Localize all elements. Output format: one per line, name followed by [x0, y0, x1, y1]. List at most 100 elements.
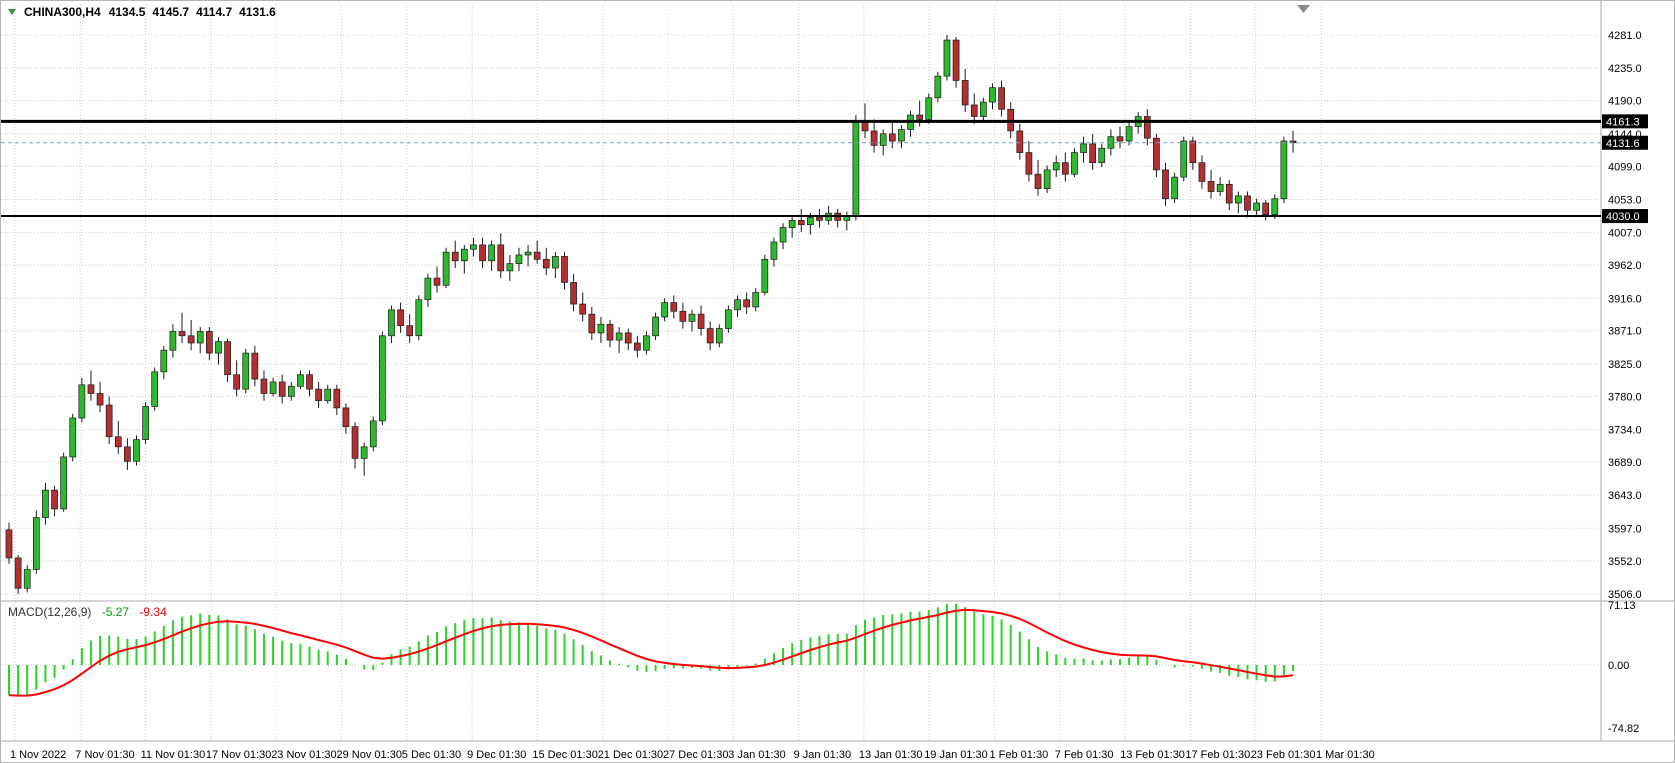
candle-body — [697, 313, 705, 329]
time-axis-label: 17 Feb 01:30 — [1185, 749, 1250, 761]
time-axis-label: 5 Dec 01:30 — [402, 749, 461, 761]
candle-body — [1262, 202, 1270, 215]
candle-body — [424, 277, 432, 301]
price-axis-label: 4007.0 — [1608, 228, 1642, 240]
candle-body — [1089, 143, 1097, 164]
candle-body — [1244, 195, 1251, 211]
candle-body — [269, 381, 277, 394]
candle-body — [898, 129, 905, 142]
price-axis-label: 4281.0 — [1608, 30, 1642, 42]
candle-body — [169, 331, 177, 351]
time-axis-label: 7 Nov 01:30 — [75, 749, 134, 761]
time-axis-label: 13 Feb 01:30 — [1120, 749, 1185, 761]
candle-body — [1153, 137, 1160, 171]
candle-body — [943, 39, 951, 77]
macd-main-value: -5.27 — [101, 605, 130, 619]
candle-body — [734, 299, 741, 311]
candle-body — [879, 133, 887, 146]
current-price-badge-label: 4131.6 — [1606, 138, 1640, 150]
ohlc-quote-group: 4134.5 4145.7 4114.7 4131.6 — [109, 5, 276, 19]
candle-body — [861, 121, 869, 132]
time-axis-label: 27 Dec 01:30 — [663, 749, 728, 761]
candle-body — [114, 436, 122, 448]
candle-body — [5, 529, 13, 559]
macd-signal-value: -9.34 — [139, 605, 167, 619]
candle-body — [1271, 198, 1279, 215]
chart-info-bar: CHINA300,H4 4134.5 4145.7 4114.7 4131.6 — [8, 5, 276, 19]
candle-body — [1143, 116, 1151, 139]
candle-body — [1180, 140, 1188, 178]
price-axis-label: 3552.0 — [1608, 556, 1642, 568]
candle-body — [1235, 195, 1242, 204]
candle-body — [506, 263, 514, 272]
candle-body — [1125, 126, 1133, 142]
candle-body — [242, 352, 250, 390]
candle-body — [552, 256, 559, 269]
candle-body — [597, 323, 605, 334]
candle-body — [779, 227, 787, 243]
candle-body — [1189, 140, 1197, 164]
price-axis-label: 4099.0 — [1608, 161, 1642, 173]
level-price-badge — [1602, 114, 1648, 129]
candle-body — [533, 251, 541, 260]
symbol-timeframe-label: CHINA300,H4 — [24, 5, 101, 19]
candle-body — [770, 241, 778, 260]
candle-body — [579, 303, 587, 315]
candle-body — [297, 374, 304, 387]
candle-body — [51, 489, 58, 510]
candle-body — [105, 404, 113, 438]
price-axis-label: 4235.0 — [1608, 63, 1642, 75]
candle-body — [142, 406, 149, 440]
candle-body — [178, 331, 186, 337]
candle-body — [260, 378, 268, 394]
candle-body — [706, 328, 714, 344]
macd-signal-line — [8, 608, 1294, 697]
time-axis-label: 13 Jan 01:30 — [859, 749, 923, 761]
candle-body — [588, 313, 596, 334]
candle-body — [606, 323, 614, 341]
candle-body — [916, 114, 923, 120]
candle-body — [1034, 173, 1042, 189]
candle-body — [515, 254, 523, 264]
candle-body — [278, 381, 286, 397]
candle-body — [652, 316, 659, 337]
candle-body — [233, 374, 241, 390]
price-axis-label: 4053.0 — [1608, 194, 1642, 206]
candle-body — [397, 309, 404, 327]
symbol-menu-dropdown-icon[interactable] — [8, 9, 16, 15]
candle-body — [925, 97, 933, 120]
candle-body — [415, 299, 423, 337]
candle-body — [124, 446, 131, 462]
level-price-badge-label: 4030.0 — [1606, 211, 1640, 223]
candle-body — [87, 384, 95, 394]
candle-body — [1071, 152, 1078, 175]
candle-body — [160, 349, 168, 373]
candle-body — [488, 244, 495, 262]
candle-body — [451, 251, 459, 262]
candle-body — [360, 446, 368, 459]
price-axis-label: 3734.0 — [1608, 425, 1642, 437]
price-axis-label: 3916.0 — [1608, 293, 1642, 305]
candle-body — [187, 335, 195, 344]
candle-body — [989, 87, 996, 103]
candle-body — [205, 331, 213, 354]
price-axis-label: 3689.0 — [1608, 457, 1642, 469]
candle-body — [369, 420, 377, 448]
time-axis-label: 23 Feb 01:30 — [1251, 749, 1316, 761]
chart-shift-marker-icon[interactable] — [1297, 5, 1310, 13]
price-axis-label: 3597.0 — [1608, 523, 1642, 535]
time-axis-label: 19 Jan 01:30 — [924, 749, 988, 761]
price-axis-label: 3643.0 — [1608, 490, 1642, 502]
candle-body — [1043, 169, 1051, 189]
candle-body — [788, 220, 796, 228]
candle-body — [497, 244, 505, 272]
candle-body — [797, 220, 805, 226]
candle-body — [715, 328, 723, 344]
candle-body — [96, 393, 104, 406]
candle-body — [315, 388, 322, 402]
time-axis-label: 9 Dec 01:30 — [467, 749, 526, 761]
price-axis-label: 4190.0 — [1608, 96, 1642, 108]
candle-body — [342, 407, 350, 428]
